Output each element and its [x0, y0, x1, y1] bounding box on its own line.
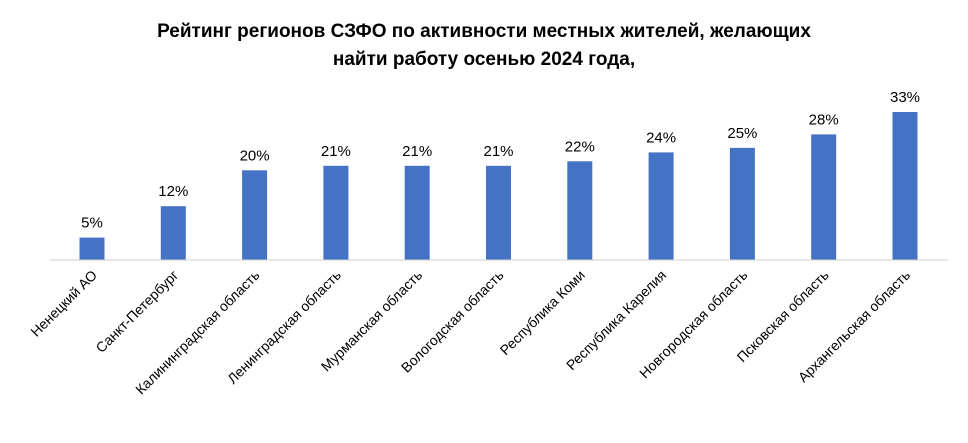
- bar-6: [567, 161, 593, 260]
- bar-7: [648, 152, 674, 260]
- category-label-0: Ненецкий АО: [27, 267, 100, 340]
- chart-title-line-2: найти работу осенью 2024 года,: [332, 49, 636, 70]
- value-label-8: 25%: [727, 125, 757, 142]
- value-label-6: 22%: [565, 138, 595, 155]
- value-label-5: 21%: [483, 143, 513, 160]
- value-label-3: 21%: [321, 143, 351, 160]
- bar-10: [892, 112, 918, 260]
- value-label-9: 28%: [809, 111, 839, 128]
- bar-0: [79, 237, 105, 260]
- bar-1: [160, 206, 186, 260]
- bars-group: [79, 112, 918, 260]
- value-labels-group: 5% 12% 20% 21% 21% 21% 22% 24% 25% 28% 33%: [81, 89, 920, 232]
- bar-9: [811, 134, 837, 260]
- value-label-1: 12%: [158, 183, 188, 200]
- bar-5: [486, 165, 511, 260]
- chart-title: Рейтинг регионов СЗФО по активности мест…: [0, 18, 968, 74]
- category-labels-group: Ненецкий АОСанкт-ПетербургКалининградска…: [27, 267, 913, 398]
- value-label-4: 21%: [402, 143, 432, 160]
- bar-4: [404, 165, 430, 260]
- chart-title-line-1: Рейтинг регионов СЗФО по активности мест…: [157, 21, 811, 42]
- bar-2: [242, 170, 268, 260]
- value-label-0: 5%: [81, 215, 103, 232]
- category-label-6: Республика Коми: [497, 267, 588, 358]
- category-label-1: Санкт-Петербург: [92, 267, 181, 356]
- bar-3: [323, 165, 349, 260]
- bar-8: [729, 147, 755, 260]
- value-label-7: 24%: [646, 129, 676, 146]
- value-label-2: 20%: [240, 147, 270, 164]
- value-label-10: 33%: [890, 89, 920, 106]
